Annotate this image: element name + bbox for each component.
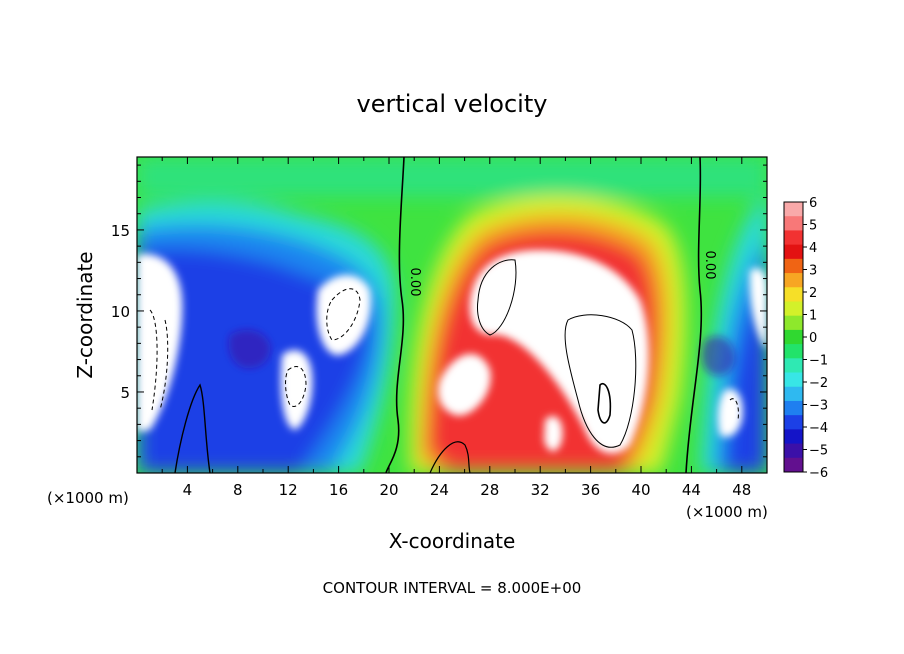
x-tick-label: 8 xyxy=(233,481,243,499)
zero-label-left: 0.00 xyxy=(407,268,422,297)
colorbar-swatch xyxy=(784,315,803,331)
y-tick-label: 5 xyxy=(120,384,130,402)
colorbar-tick-label: 5 xyxy=(809,219,817,234)
x-axis-label: X-coordinate xyxy=(389,529,516,553)
colorbar-swatch xyxy=(784,372,803,388)
colorbar-tick-label: 1 xyxy=(809,309,817,324)
y-tick-label: 15 xyxy=(111,222,130,240)
plot-frame xyxy=(136,156,768,474)
colorbar-tick-label: 3 xyxy=(809,264,817,279)
colorbar-swatch xyxy=(784,344,803,359)
velocity-field xyxy=(137,157,767,473)
colorbar-swatch xyxy=(784,415,803,430)
zero-label-right: 0.00 xyxy=(702,251,717,280)
colorbar-tick-label: −3 xyxy=(809,399,828,414)
x-unit-right: (×1000 m) xyxy=(686,503,768,521)
x-unit-left: (×1000 m) xyxy=(47,489,129,507)
x-tick-label: 12 xyxy=(279,481,298,499)
x-tick-label: 36 xyxy=(581,481,600,499)
y-axis-label: Z-coordinate xyxy=(73,251,97,378)
x-tick-label: 40 xyxy=(631,481,650,499)
colorbar-swatch xyxy=(784,287,803,302)
colorbar-swatch xyxy=(784,457,803,473)
colorbar-swatch xyxy=(784,202,803,217)
x-axis: 4 8 12 16 20 24 28 32 36 40 44 48 xyxy=(161,157,751,499)
colorbar-tick-label: −4 xyxy=(809,421,828,436)
colorbar-tick-label: −5 xyxy=(809,444,828,459)
colorbar-swatch xyxy=(784,230,803,246)
x-tick-label: 32 xyxy=(531,481,550,499)
y-tick-label: 10 xyxy=(111,303,130,321)
colorbar-swatch xyxy=(784,443,803,459)
zero-contour-right xyxy=(685,157,703,473)
colorbar-tick-label: 6 xyxy=(809,196,817,211)
x-tick-label: 24 xyxy=(430,481,449,499)
colorbar-swatch xyxy=(784,400,803,416)
colorbar-swatch xyxy=(784,301,803,317)
x-tick-label: 4 xyxy=(183,481,193,499)
contour-interval-footer: CONTOUR INTERVAL = 8.000E+00 xyxy=(323,579,582,597)
x-tick-label: 44 xyxy=(682,481,701,499)
chart-title: vertical velocity xyxy=(357,90,548,118)
y-axis: 5 10 15 xyxy=(111,164,767,458)
colorbar-swatch xyxy=(784,329,803,345)
colorbar-tick-label: −1 xyxy=(809,354,828,369)
colorbar: 6 5 4 3 2 1 0 −1 −2 −3 −4 −5 −6 xyxy=(783,196,828,481)
colorbar-swatch xyxy=(784,386,803,402)
colorbar-swatch xyxy=(784,358,803,374)
colorbar-swatch xyxy=(784,244,803,260)
colorbar-swatch xyxy=(784,273,803,288)
colorbar-swatch xyxy=(784,258,803,274)
zero-contour-left xyxy=(385,157,405,473)
x-tick-label: 48 xyxy=(732,481,751,499)
colorbar-tick-label: 0 xyxy=(809,331,817,346)
colorbar-tick-label: 4 xyxy=(809,241,817,256)
x-tick-label: 16 xyxy=(329,481,348,499)
x-tick-label: 20 xyxy=(379,481,398,499)
colorbar-tick-label: 2 xyxy=(809,286,817,301)
x-tick-label: 28 xyxy=(480,481,499,499)
colorbar-tick-label: −2 xyxy=(809,376,828,391)
colorbar-swatch xyxy=(784,216,803,231)
colorbar-swatch xyxy=(784,429,803,445)
colorbar-tick-label: −6 xyxy=(809,466,828,481)
